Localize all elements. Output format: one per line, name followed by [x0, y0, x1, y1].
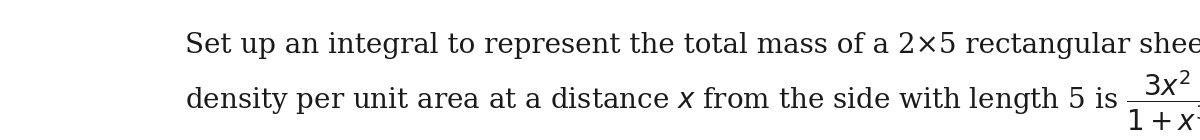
Text: Set up an integral to represent the total mass of a 2×5 rectangular sheet, whose: Set up an integral to represent the tota…: [185, 32, 1200, 59]
Text: density per unit area at a distance $x$ from the side with length 5 is $\dfrac{3: density per unit area at a distance $x$ …: [185, 69, 1200, 133]
